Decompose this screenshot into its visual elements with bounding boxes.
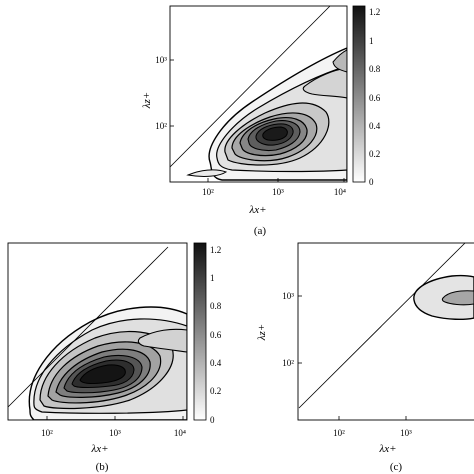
panel-a-xtick-2: 10⁴ — [334, 187, 346, 197]
colorbar-b-tick-3: 0.6 — [210, 330, 222, 340]
panel-a-ytick-0: 10² — [155, 121, 167, 131]
panel-c-reference-line — [298, 242, 466, 409]
panel-b-colorbar — [193, 242, 207, 421]
panel-c: 10² 10³ 10² 10³ λx+ λz+ (c) — [256, 242, 474, 473]
colorbar-a-tick-1: 0.2 — [369, 149, 380, 159]
panel-a-colorbar — [352, 5, 366, 183]
panel-a-ylabel: λz+ — [141, 92, 153, 109]
panel-a: 10² 10³ 10² 10³ 10⁴ λx+ λz+ 0 0.2 0.4 0.… — [141, 5, 381, 237]
panel-b-caption: (b) — [96, 461, 109, 473]
panel-b-xtick-0: 10² — [41, 428, 53, 438]
panel-b: 10² 10³ 10⁴ λx+ 0 0.2 0.4 0.6 0.8 1 1.2 … — [7, 242, 222, 473]
colorbar-b-tick-6: 1.2 — [210, 245, 221, 255]
panel-c-contours — [413, 274, 474, 321]
colorbar-b-tick-1: 0.2 — [210, 386, 221, 396]
panel-a-colorbar-ticks: 0 0.2 0.4 0.6 0.8 1 1.2 — [369, 7, 381, 187]
colorbar-a-tick-3: 0.6 — [369, 93, 381, 103]
panel-c-caption: (c) — [390, 461, 403, 473]
panel-c-xtick-0: 10² — [333, 428, 345, 438]
panel-c-frame — [297, 242, 474, 421]
panel-b-reference-line — [7, 246, 169, 408]
panel-a-xlabel: λx+ — [248, 204, 266, 216]
panel-c-ytick-1: 10³ — [282, 291, 294, 301]
panel-c-ylabel: λz+ — [256, 324, 268, 341]
panel-b-xtick-1: 10³ — [109, 428, 121, 438]
panel-a-reference-line — [169, 5, 331, 168]
panel-a-ytick-1: 10³ — [155, 55, 167, 65]
colorbar-b-tick-4: 0.8 — [210, 301, 222, 311]
colorbar-a-tick-0: 0 — [369, 177, 374, 187]
colorbar-b-tick-2: 0.4 — [210, 358, 222, 368]
panel-b-xtick-2: 10⁴ — [174, 428, 186, 438]
colorbar-a-tick-2: 0.4 — [369, 121, 381, 131]
panel-c-xlabel: λx+ — [378, 443, 396, 455]
panel-b-xlabel: λx+ — [90, 443, 108, 455]
panel-a-frame — [169, 5, 348, 183]
panel-b-frame — [7, 242, 188, 421]
panel-c-xtick-1: 10³ — [400, 428, 412, 438]
colorbar-a-tick-5: 1 — [369, 36, 374, 46]
panel-c-ytick-0: 10² — [282, 358, 294, 368]
panel-b-colorbar-ticks: 0 0.2 0.4 0.6 0.8 1 1.2 — [210, 245, 222, 425]
colorbar-a-tick-4: 0.8 — [369, 64, 381, 74]
panel-a-xtick-1: 10³ — [272, 187, 284, 197]
panel-a-xtick-0: 10² — [202, 187, 214, 197]
colorbar-b-tick-5: 1 — [210, 273, 215, 283]
panel-b-contours — [28, 306, 187, 420]
panel-a-caption: (a) — [254, 225, 267, 237]
colorbar-b-tick-0: 0 — [210, 415, 215, 425]
colorbar-a-tick-6: 1.2 — [369, 7, 380, 17]
panel-a-contours — [186, 47, 347, 181]
